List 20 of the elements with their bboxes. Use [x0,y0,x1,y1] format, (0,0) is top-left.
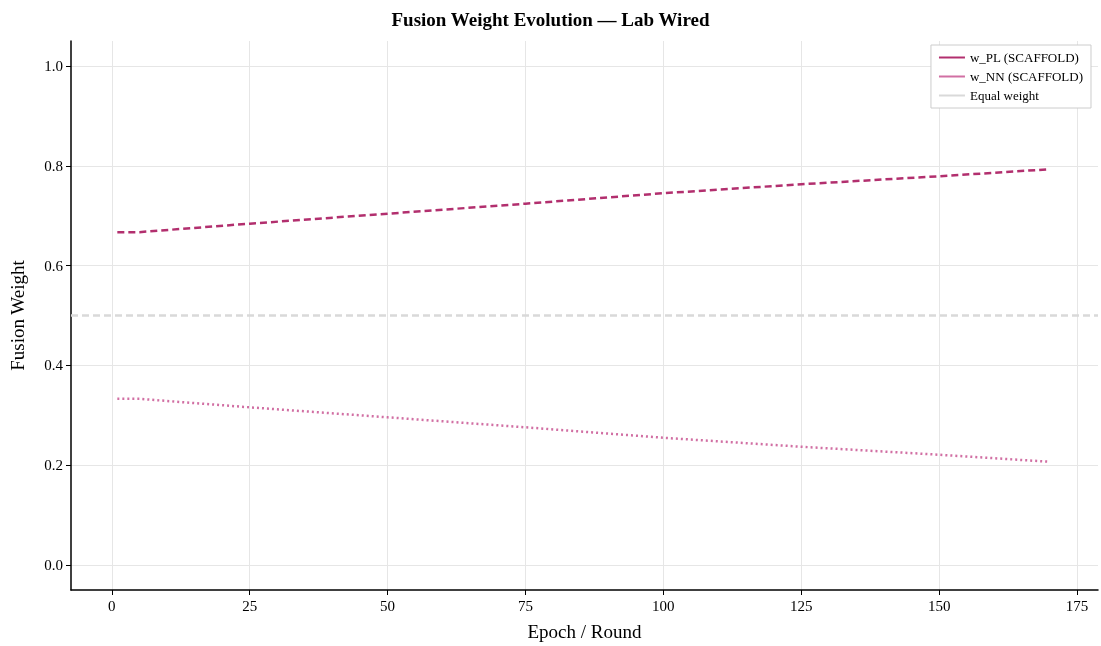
y-tick-label: 1.0 [44,57,63,74]
x-axis-title: Epoch / Round [527,621,642,642]
legend-label: w_NN (SCAFFOLD) [969,69,1084,84]
y-axis-title: Fusion Weight [7,259,28,371]
x-tick-label: 50 [380,597,396,614]
x-tick-label: 25 [242,597,258,614]
chart-title: Fusion Weight Evolution — Lab Wired [391,9,710,30]
y-tick-label: 0.2 [44,457,63,474]
x-tick-label: 125 [790,597,813,614]
y-tick-label: 0.0 [44,557,63,574]
x-tick-label: 175 [1065,597,1089,614]
x-tick-label: 75 [517,597,533,614]
y-tick-label: 0.8 [44,157,63,174]
x-tick-label: 150 [927,597,951,614]
y-tick-label: 0.6 [44,257,64,274]
x-tick-label: 0 [108,597,116,614]
legend-label: w_PL (SCAFFOLD) [969,50,1079,65]
x-tick-label: 100 [652,597,675,614]
y-tick-label: 0.4 [44,357,64,374]
legend-label: Equal weight [969,88,1040,103]
